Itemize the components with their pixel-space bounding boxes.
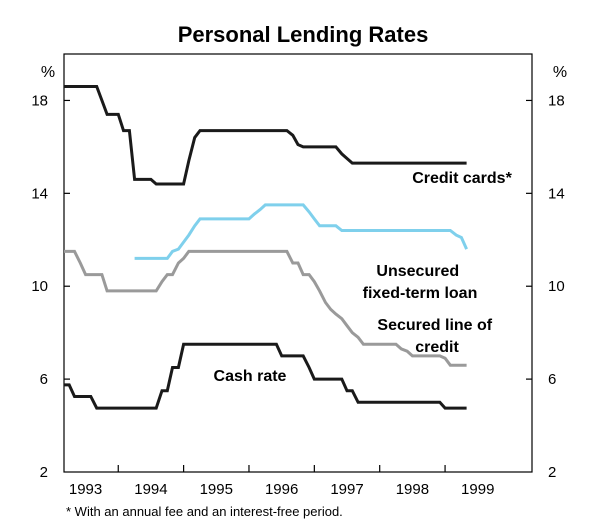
y-tick-label-left: 10 — [31, 278, 48, 295]
y-unit-left: % — [41, 64, 55, 81]
x-axis: 1993 1994 1995 1996 1997 1998 1999 — [69, 465, 494, 498]
y-tick-label-left: 14 — [31, 185, 48, 202]
x-tick-label: 1997 — [330, 481, 363, 498]
y-tick-label-left: 18 — [31, 92, 48, 109]
y-tick-label-right: 14 — [548, 185, 565, 202]
y-tick-label-right: 2 — [548, 464, 556, 481]
y-tick-label-right: 18 — [548, 92, 565, 109]
y-unit-right: % — [553, 64, 567, 81]
x-tick-label: 1996 — [265, 481, 298, 498]
y-tick-label-right: 10 — [548, 278, 565, 295]
y-axis-left: 2 6 10 14 18 — [31, 92, 70, 481]
series-line-unsecured-fixed-term-loan — [134, 203, 468, 260]
y-tick-label-right: 6 — [548, 371, 556, 388]
x-tick-label: 1999 — [461, 481, 494, 498]
footnote: * With an annual fee and an interest-fre… — [66, 504, 343, 519]
y-tick-label-left: 2 — [40, 464, 48, 481]
secured-credit-label: Secured line of credit — [377, 317, 496, 356]
credit-cards-label: Credit cards* — [412, 170, 512, 187]
x-tick-label: 1995 — [200, 481, 233, 498]
cash-rate-label: Cash rate — [214, 368, 287, 385]
series-line-secured-line-of-credit — [64, 249, 467, 367]
y-tick-label-left: 6 — [40, 371, 48, 388]
x-tick-label: 1998 — [396, 481, 429, 498]
x-tick-label: 1993 — [69, 481, 102, 498]
series-line-credit-cards — [64, 85, 467, 186]
x-tick-label: 1994 — [134, 481, 167, 498]
plot-frame — [63, 53, 533, 473]
unsecured-loan-label: Unsecured fixed-term loan — [363, 263, 478, 302]
chart-title: Personal Lending Rates — [178, 22, 429, 47]
y-axis-right: 2 6 10 14 18 — [526, 92, 565, 481]
series-layer — [64, 85, 468, 410]
series-line-cash-rate — [64, 342, 467, 410]
